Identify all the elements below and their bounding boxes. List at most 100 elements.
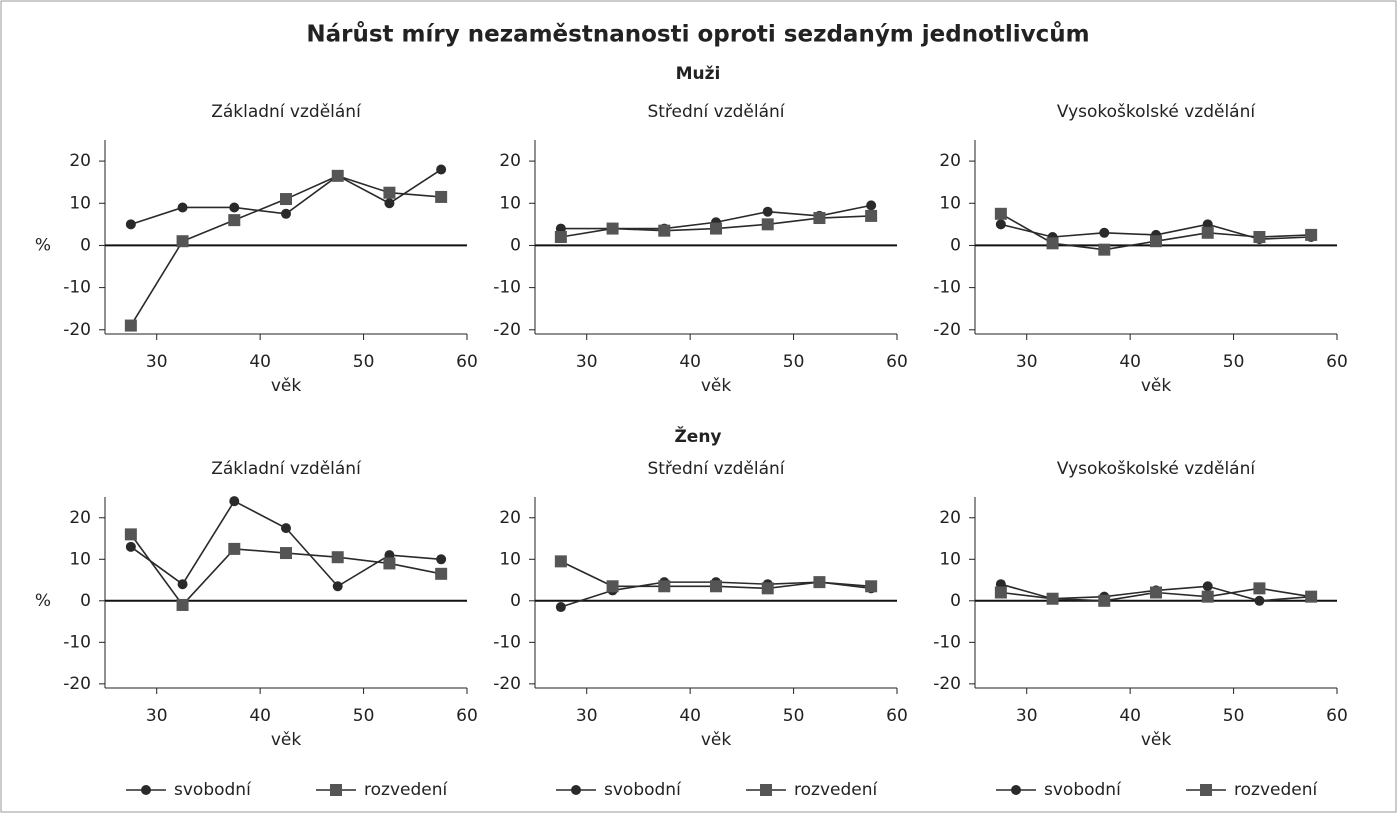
data-point bbox=[710, 222, 722, 235]
data-point bbox=[761, 218, 774, 231]
data-point bbox=[1201, 590, 1214, 603]
data-point bbox=[555, 602, 566, 613]
data-point bbox=[331, 169, 344, 182]
data-point bbox=[658, 224, 671, 237]
x-tick-label: 30 bbox=[146, 352, 168, 372]
y-tick-label: 20 bbox=[499, 151, 521, 171]
legend-marker bbox=[141, 785, 151, 795]
y-tick-label: -20 bbox=[493, 674, 521, 694]
x-axis-label: věk bbox=[271, 376, 302, 396]
x-tick-label: 30 bbox=[576, 706, 598, 726]
x-axis-label: věk bbox=[271, 730, 302, 750]
data-point bbox=[177, 202, 188, 213]
legend-marker bbox=[1011, 785, 1021, 795]
data-point bbox=[762, 206, 773, 217]
y-tick-label: -20 bbox=[493, 320, 521, 340]
y-axis-label: % bbox=[35, 591, 51, 611]
data-point bbox=[383, 186, 396, 199]
legend-label: rozvedení bbox=[794, 780, 878, 800]
y-tick-label: 10 bbox=[499, 193, 521, 213]
data-point bbox=[1046, 592, 1059, 605]
data-point bbox=[125, 219, 136, 230]
data-point bbox=[228, 214, 241, 227]
y-tick-label: 0 bbox=[510, 591, 521, 611]
y-tick-label: 10 bbox=[69, 549, 91, 569]
y-tick-label: -10 bbox=[933, 632, 961, 652]
x-tick-label: 40 bbox=[1119, 706, 1141, 726]
y-tick-label: -10 bbox=[63, 278, 91, 298]
x-axis-label: věk bbox=[701, 730, 732, 750]
x-tick-label: 30 bbox=[146, 706, 168, 726]
data-point bbox=[1253, 231, 1266, 243]
data-point bbox=[1098, 243, 1111, 256]
data-point bbox=[866, 200, 877, 211]
panel-title: Střední vzdělání bbox=[647, 102, 785, 122]
data-point bbox=[1150, 235, 1162, 248]
data-point bbox=[994, 207, 1007, 220]
panel-title: Střední vzdělání bbox=[647, 459, 785, 479]
data-point bbox=[435, 190, 448, 203]
panel-title: Vysokoškolské vzdělání bbox=[1057, 459, 1256, 479]
data-point bbox=[331, 551, 344, 564]
x-tick-label: 40 bbox=[249, 352, 271, 372]
x-axis-label: věk bbox=[701, 376, 732, 396]
x-tick-label: 40 bbox=[679, 352, 701, 372]
data-point bbox=[281, 523, 291, 534]
x-tick-label: 60 bbox=[456, 706, 478, 726]
data-point bbox=[1098, 594, 1111, 607]
x-tick-label: 50 bbox=[1223, 352, 1245, 372]
data-point bbox=[281, 208, 291, 219]
data-point bbox=[865, 209, 878, 222]
legend-label: rozvedení bbox=[364, 780, 448, 800]
y-tick-label: 10 bbox=[499, 549, 521, 569]
x-tick-label: 30 bbox=[1016, 706, 1038, 726]
data-point bbox=[1254, 595, 1265, 606]
x-tick-label: 50 bbox=[353, 706, 375, 726]
data-point bbox=[228, 542, 241, 555]
data-point bbox=[435, 567, 448, 580]
y-tick-label: 20 bbox=[69, 508, 91, 528]
y-tick-label: -10 bbox=[933, 278, 961, 298]
x-tick-label: 40 bbox=[1119, 352, 1141, 372]
legend-label: svobodní bbox=[604, 780, 682, 800]
data-point bbox=[1305, 228, 1318, 241]
x-tick-label: 60 bbox=[886, 352, 908, 372]
x-tick-label: 60 bbox=[1326, 352, 1348, 372]
legend-label: svobodní bbox=[174, 780, 252, 800]
data-point bbox=[125, 541, 136, 552]
data-point bbox=[124, 319, 137, 332]
x-axis-label: věk bbox=[1141, 730, 1172, 750]
x-tick-label: 50 bbox=[783, 706, 805, 726]
y-tick-label: -20 bbox=[933, 674, 961, 694]
y-tick-label: -20 bbox=[63, 320, 91, 340]
x-tick-label: 40 bbox=[249, 706, 271, 726]
y-tick-label: -10 bbox=[493, 278, 521, 298]
data-point bbox=[658, 580, 671, 593]
panel-title: Základní vzdělání bbox=[211, 459, 362, 479]
y-tick-label: -20 bbox=[933, 320, 961, 340]
section-label: Muži bbox=[676, 64, 721, 84]
data-point bbox=[280, 193, 292, 206]
legend-marker bbox=[330, 784, 342, 796]
data-point bbox=[554, 555, 567, 568]
data-point bbox=[1099, 227, 1110, 238]
data-point bbox=[384, 198, 395, 209]
data-point bbox=[229, 496, 240, 507]
panel-title: Základní vzdělání bbox=[211, 102, 362, 122]
x-tick-label: 30 bbox=[1016, 352, 1038, 372]
y-tick-label: 20 bbox=[499, 508, 521, 528]
y-tick-label: 10 bbox=[939, 549, 961, 569]
section-label: Ženy bbox=[674, 425, 721, 447]
data-point bbox=[176, 598, 189, 611]
y-tick-label: 20 bbox=[939, 151, 961, 171]
data-point bbox=[280, 547, 292, 560]
y-tick-label: 0 bbox=[80, 235, 91, 255]
x-axis-label: věk bbox=[1141, 376, 1172, 396]
y-tick-label: -10 bbox=[63, 632, 91, 652]
data-point bbox=[813, 576, 826, 589]
x-tick-label: 60 bbox=[1326, 706, 1348, 726]
data-point bbox=[761, 582, 774, 595]
data-point bbox=[995, 219, 1006, 230]
